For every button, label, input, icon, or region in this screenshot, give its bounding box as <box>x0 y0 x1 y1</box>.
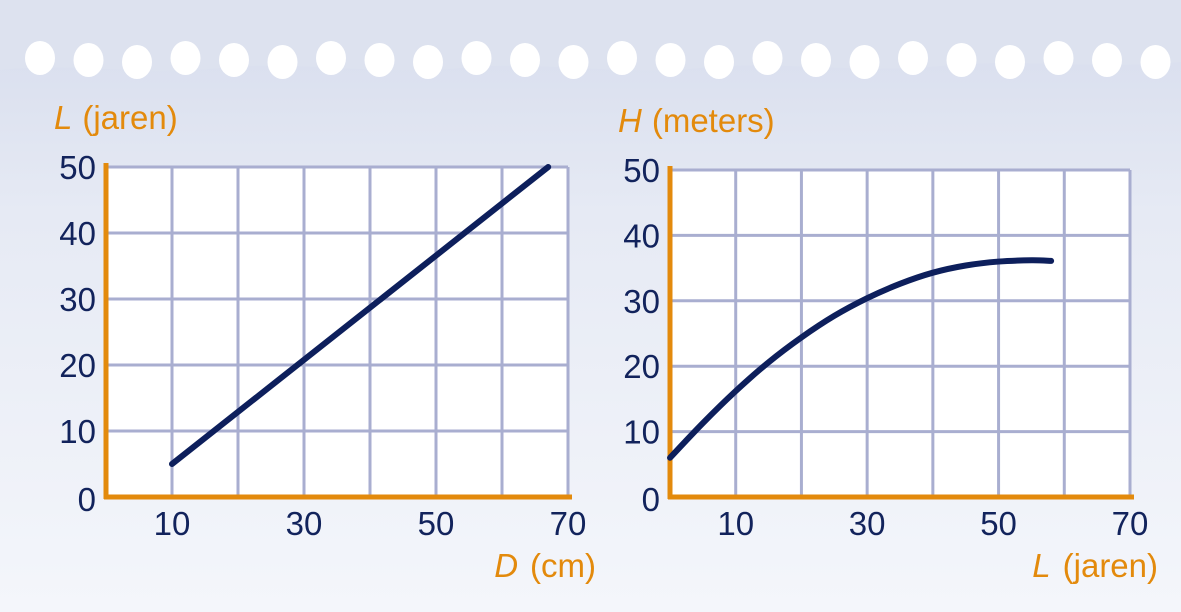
notebook-binding-holes <box>0 0 1181 79</box>
binding-hole <box>801 43 831 77</box>
y-tick-label: 0 <box>642 481 660 518</box>
binding-hole <box>850 45 880 79</box>
binding-hole <box>122 45 152 79</box>
x-tick-label: 30 <box>849 505 886 542</box>
y-tick-label: 0 <box>78 481 96 518</box>
y-tick-label: 50 <box>59 149 96 186</box>
x-axis-title: L (jaren) <box>1032 547 1158 584</box>
x-axis-variable: D <box>494 547 518 584</box>
plot-area <box>670 170 1130 497</box>
y-axis-variable: H <box>618 102 642 139</box>
binding-hole <box>74 43 104 77</box>
chart-age-vs-height: 0 10 20 30 40 50 10 30 50 70 H (meters) L (jaren) <box>618 102 1158 584</box>
binding-hole <box>1092 43 1122 77</box>
binding-hole <box>171 41 201 75</box>
binding-hole <box>656 43 686 77</box>
binding-hole <box>510 43 540 77</box>
y-axis-unit: (meters) <box>652 102 775 139</box>
y-tick-label: 30 <box>59 281 96 318</box>
binding-hole <box>1044 41 1074 75</box>
x-tick-label: 70 <box>550 505 587 542</box>
y-axis-unit: (jaren) <box>82 99 177 136</box>
x-tick-label: 50 <box>418 505 455 542</box>
y-axis-title: L (jaren) <box>54 99 178 136</box>
x-tick-label: 10 <box>717 505 754 542</box>
binding-hole <box>995 45 1025 79</box>
y-axis-title: H (meters) <box>618 102 775 139</box>
binding-hole <box>268 45 298 79</box>
x-tick-label: 10 <box>154 505 191 542</box>
x-tick-label: 50 <box>980 505 1017 542</box>
y-axis-variable: L <box>54 99 72 136</box>
x-tick-label: 70 <box>1112 505 1149 542</box>
y-tick-label: 40 <box>59 215 96 252</box>
binding-hole <box>898 41 928 75</box>
binding-hole <box>25 41 55 75</box>
y-tick-label: 10 <box>623 414 660 451</box>
binding-hole <box>607 41 637 75</box>
x-axis-unit: (cm) <box>530 547 596 584</box>
binding-hole <box>753 41 783 75</box>
binding-hole <box>413 45 443 79</box>
x-axis-title: D (cm) <box>494 547 596 584</box>
binding-hole <box>1141 45 1171 79</box>
binding-hole <box>947 43 977 77</box>
x-tick-label: 30 <box>286 505 323 542</box>
binding-hole <box>316 41 346 75</box>
x-axis-unit: (jaren) <box>1063 547 1158 584</box>
x-axis-variable: L <box>1032 547 1050 584</box>
y-tick-label: 10 <box>59 413 96 450</box>
binding-hole <box>462 41 492 75</box>
binding-hole <box>704 45 734 79</box>
binding-hole <box>365 43 395 77</box>
chart-diameter-vs-age: 0 10 20 30 40 50 10 30 50 70 L (jaren) D (cm) <box>54 99 596 584</box>
binding-hole <box>559 45 589 79</box>
y-tick-label: 30 <box>623 283 660 320</box>
y-tick-label: 20 <box>623 348 660 385</box>
binding-hole <box>219 43 249 77</box>
y-tick-label: 50 <box>623 152 660 189</box>
y-tick-label: 20 <box>59 347 96 384</box>
y-tick-label: 40 <box>623 217 660 254</box>
